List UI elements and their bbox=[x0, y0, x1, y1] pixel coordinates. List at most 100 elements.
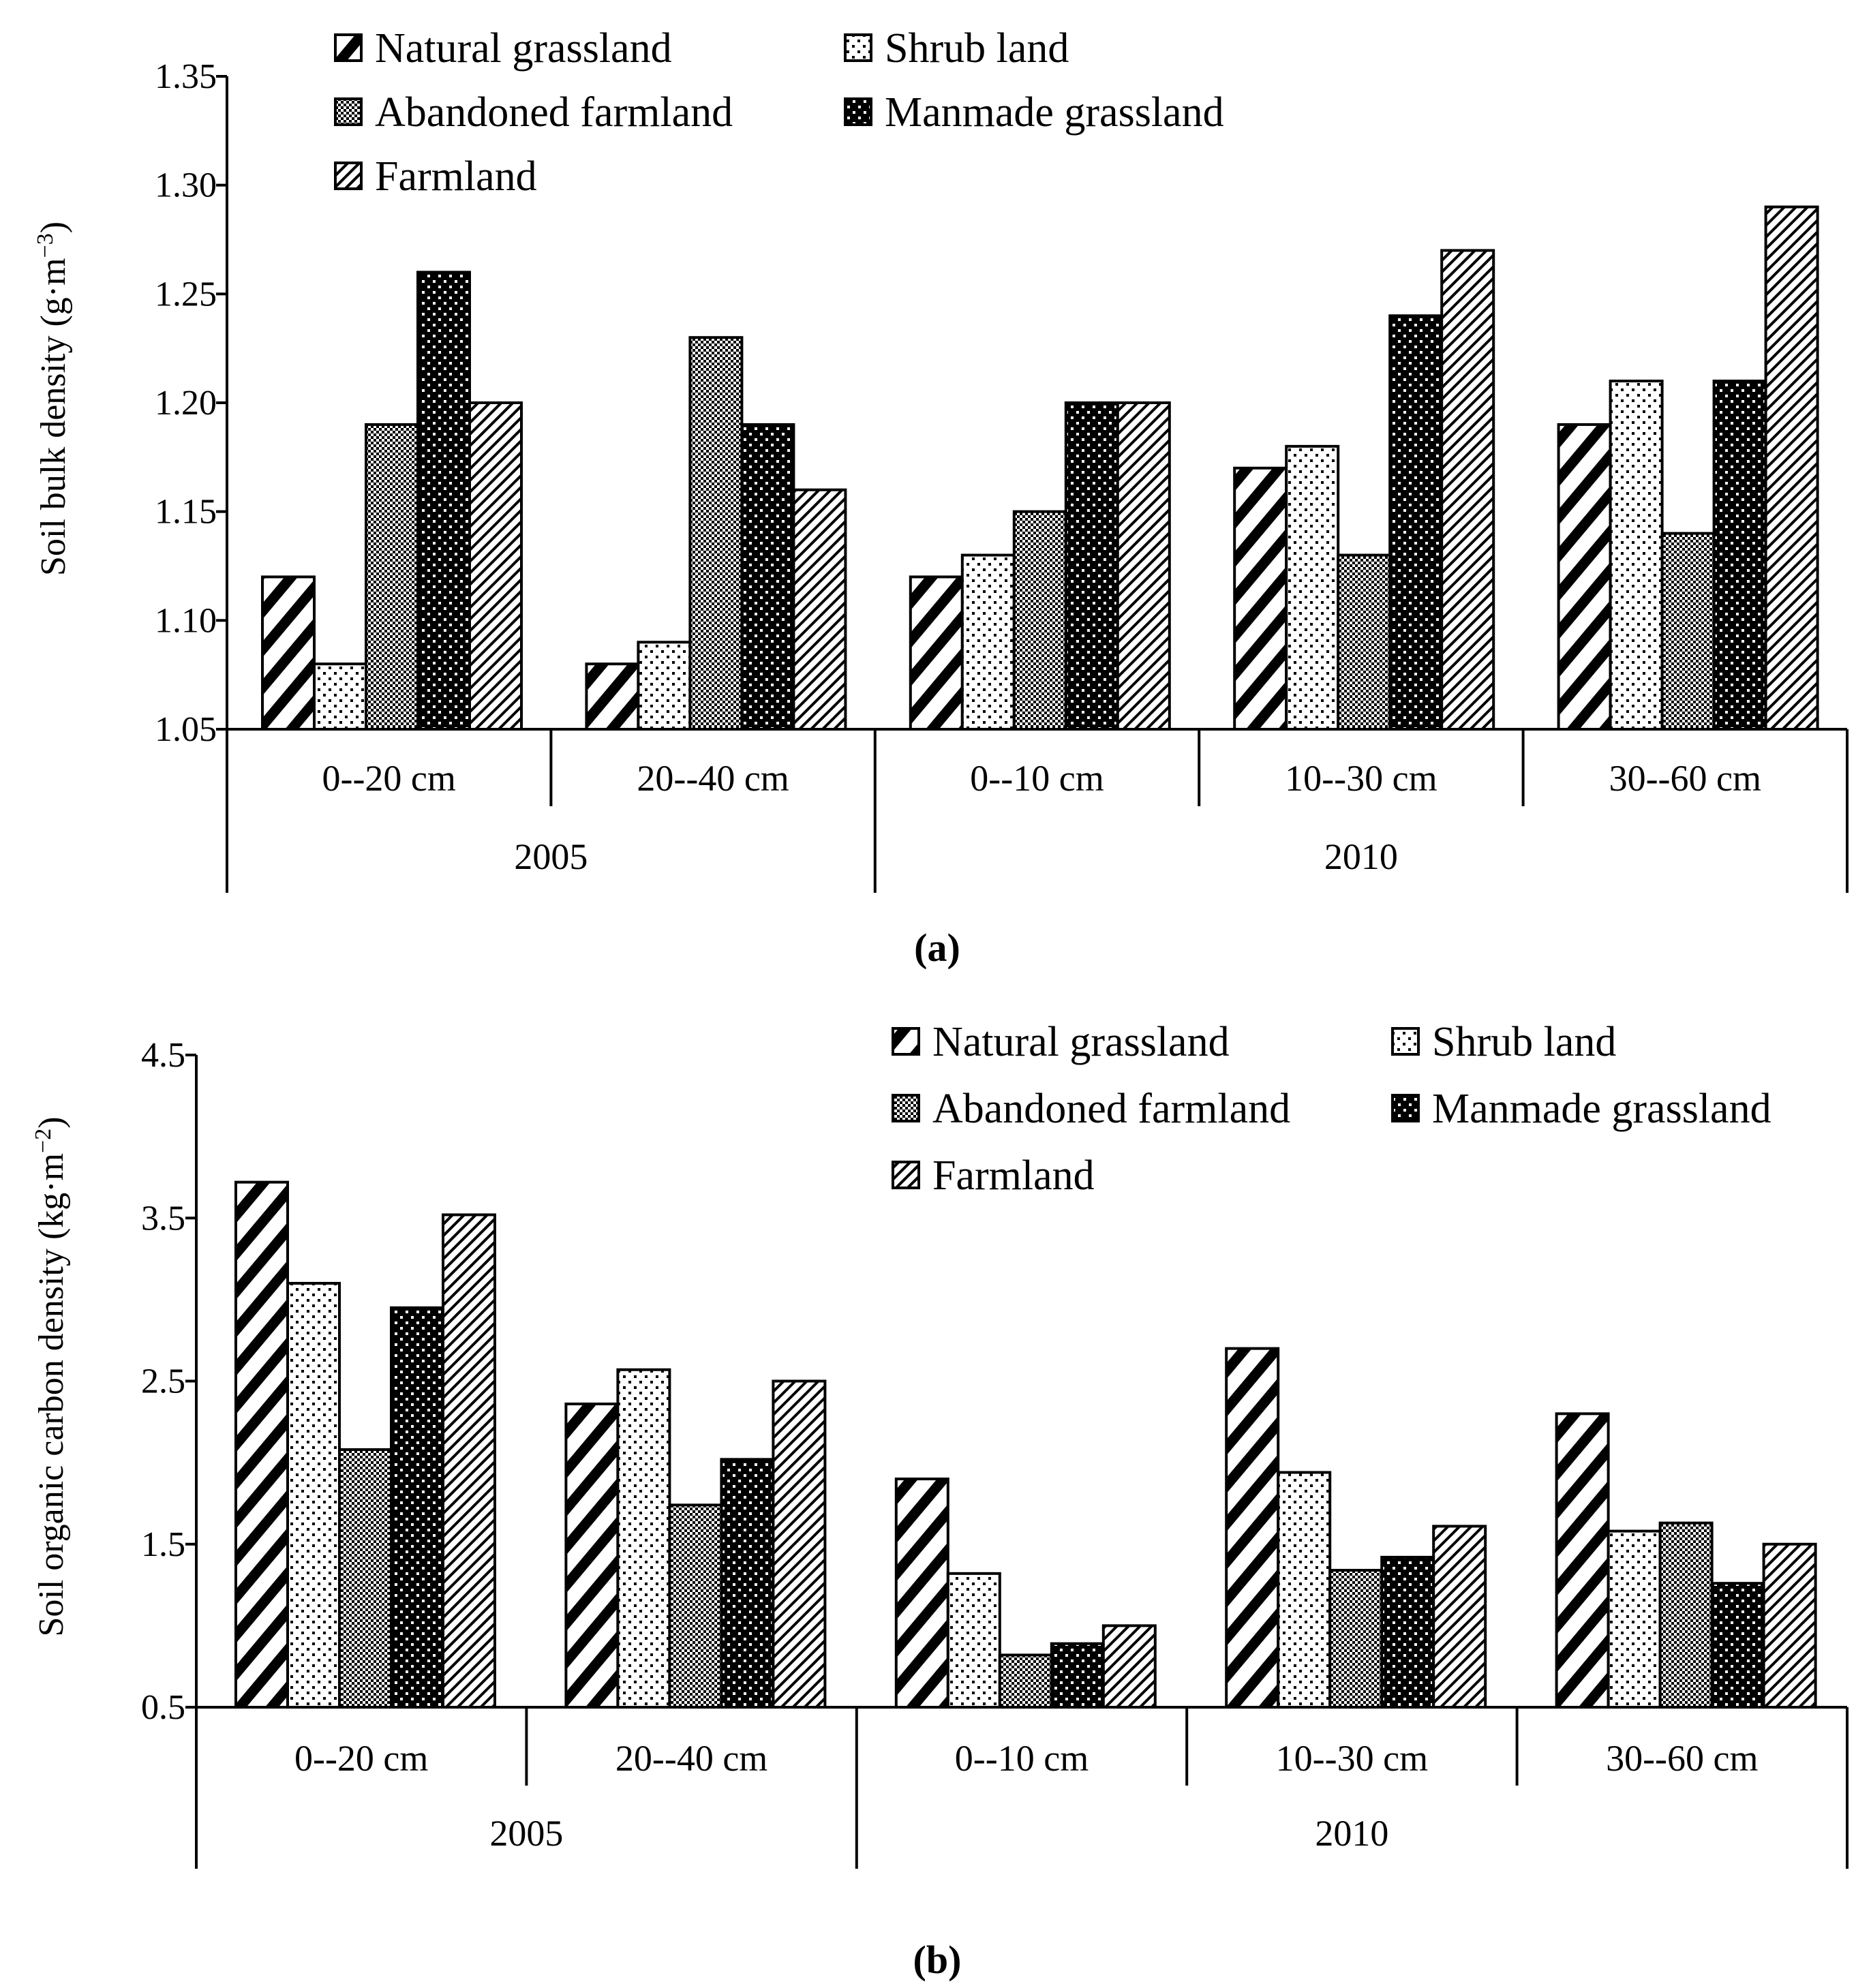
legend-swatch bbox=[1391, 1094, 1420, 1122]
bar-manmade-grassland-0-10-cm bbox=[1050, 1642, 1105, 1709]
panel-label-a: (a) bbox=[914, 926, 960, 970]
bar-manmade-grassland-30-60-cm bbox=[1710, 1582, 1765, 1709]
group-label: 2010 bbox=[1324, 836, 1398, 877]
category-label: 10--30 cm bbox=[1285, 758, 1437, 799]
bar-abandoned-farmland-20-40-cm bbox=[688, 336, 744, 731]
bar-abandoned-farmland-10-30-cm bbox=[1337, 553, 1392, 731]
y-tick-label: 1.10 bbox=[155, 601, 217, 640]
legend-label: Shrub land bbox=[1432, 1019, 1616, 1065]
category-label: 0--10 cm bbox=[970, 758, 1104, 799]
legend-swatch bbox=[334, 162, 363, 190]
bar-abandoned-farmland-30-60-cm bbox=[1660, 532, 1716, 731]
y-tick-label: 1.25 bbox=[155, 275, 217, 314]
category-label: 30--60 cm bbox=[1609, 758, 1761, 799]
bar-farmland-30-60-cm bbox=[1762, 1542, 1817, 1709]
bar-shrub-land-30-60-cm bbox=[1607, 1529, 1662, 1709]
group-label: 2005 bbox=[514, 836, 588, 877]
bar-farmland-0-20-cm bbox=[468, 401, 523, 731]
legend-swatch bbox=[892, 1161, 920, 1189]
bar-manmade-grassland-20-40-cm bbox=[720, 1458, 775, 1709]
y-axis-label: Soil organic carbon density (kg·m−2) bbox=[31, 1116, 72, 1636]
bar-manmade-grassland-0-20-cm bbox=[390, 1306, 444, 1709]
bar-shrub-land-0-10-cm bbox=[946, 1572, 1001, 1709]
category-label: 0--10 cm bbox=[955, 1738, 1089, 1779]
y-axis-label-exponent: −2 bbox=[31, 1129, 56, 1153]
group-label: 2005 bbox=[489, 1813, 563, 1854]
bar-natural-grassland-20-40-cm bbox=[585, 662, 640, 731]
bar-manmade-grassland-10-30-cm bbox=[1380, 1555, 1435, 1709]
bar-manmade-grassland-30-60-cm bbox=[1712, 380, 1767, 731]
y-tick-label: 4.5 bbox=[141, 1036, 185, 1075]
y-axis-label-text: Soil bulk density (g·m bbox=[34, 258, 73, 576]
bar-natural-grassland-10-30-cm bbox=[1233, 466, 1288, 731]
category-label: 0--20 cm bbox=[322, 758, 455, 799]
y-tick-label: 2.5 bbox=[141, 1362, 185, 1401]
bar-shrub-land-20-40-cm bbox=[637, 641, 692, 731]
bar-manmade-grassland-0-20-cm bbox=[416, 271, 471, 731]
legend-label: Natural grassland bbox=[375, 25, 672, 72]
bar-farmland-20-40-cm bbox=[772, 1379, 827, 1709]
bar-natural-grassland-0-20-cm bbox=[234, 1180, 289, 1709]
bar-farmland-0-10-cm bbox=[1101, 1624, 1157, 1709]
legend-swatch bbox=[892, 1094, 920, 1122]
group-label: 2010 bbox=[1315, 1813, 1388, 1854]
bar-shrub-land-0-10-cm bbox=[960, 553, 1016, 731]
bar-manmade-grassland-20-40-cm bbox=[740, 423, 795, 731]
bar-shrub-land-0-20-cm bbox=[286, 1281, 341, 1709]
legend-swatch bbox=[1391, 1027, 1420, 1056]
category-label: 30--60 cm bbox=[1606, 1738, 1758, 1779]
y-tick-label: 1.35 bbox=[155, 57, 217, 96]
category-label: 0--20 cm bbox=[294, 1738, 428, 1779]
y-tick-label: 1.30 bbox=[155, 166, 217, 205]
legend-label: Farmland bbox=[932, 1152, 1095, 1199]
y-axis-label-close: ) bbox=[34, 221, 73, 233]
bar-abandoned-farmland-0-10-cm bbox=[1012, 510, 1067, 731]
bar-natural-grassland-0-10-cm bbox=[894, 1478, 949, 1709]
bar-farmland-30-60-cm bbox=[1764, 205, 1819, 731]
bar-farmland-0-10-cm bbox=[1116, 401, 1171, 731]
y-tick-label: 1.05 bbox=[155, 710, 217, 749]
legend-swatch bbox=[844, 33, 872, 62]
category-label: 20--40 cm bbox=[637, 758, 789, 799]
legend-label: Manmade grassland bbox=[1432, 1086, 1771, 1132]
bar-natural-grassland-0-20-cm bbox=[261, 575, 316, 731]
bar-shrub-land-30-60-cm bbox=[1609, 380, 1664, 731]
y-axis-label: Soil bulk density (g·m−3) bbox=[33, 221, 74, 576]
bar-farmland-10-30-cm bbox=[1432, 1525, 1487, 1709]
bar-natural-grassland-10-30-cm bbox=[1225, 1347, 1280, 1709]
bar-manmade-grassland-10-30-cm bbox=[1388, 314, 1444, 731]
y-axis-label-exponent: −3 bbox=[33, 233, 58, 258]
legend-label: Abandoned farmland bbox=[932, 1086, 1290, 1132]
bar-manmade-grassland-0-10-cm bbox=[1064, 401, 1119, 731]
legend-swatch bbox=[844, 97, 872, 126]
chart-panel-a: 1.05 1.10 1.15 1.20 1.25 1.30 1.35 Soil bulk de… bbox=[33, 25, 1849, 893]
y-tick-label: 1.20 bbox=[155, 384, 217, 423]
bar-farmland-0-20-cm bbox=[442, 1213, 496, 1709]
legend-label: Farmland bbox=[375, 153, 537, 200]
bar-abandoned-farmland-0-20-cm bbox=[365, 423, 419, 731]
bar-abandoned-farmland-20-40-cm bbox=[668, 1503, 723, 1709]
bar-farmland-10-30-cm bbox=[1440, 249, 1495, 731]
legend-label: Shrub land bbox=[885, 25, 1069, 72]
bar-abandoned-farmland-0-20-cm bbox=[338, 1448, 393, 1709]
bar-abandoned-farmland-30-60-cm bbox=[1658, 1521, 1714, 1709]
y-axis-label-close: ) bbox=[32, 1116, 71, 1128]
legend-swatch bbox=[334, 33, 363, 62]
legend-swatch bbox=[334, 97, 363, 126]
category-label: 20--40 cm bbox=[615, 1738, 767, 1779]
bar-shrub-land-10-30-cm bbox=[1277, 1471, 1332, 1709]
y-tick-label: 1.15 bbox=[155, 493, 217, 532]
bar-shrub-land-0-20-cm bbox=[313, 662, 367, 731]
y-tick-label: 1.5 bbox=[141, 1525, 185, 1564]
panel-label-b: (b) bbox=[913, 1938, 962, 1982]
bar-shrub-land-20-40-cm bbox=[616, 1368, 671, 1709]
legend-swatch bbox=[892, 1027, 920, 1056]
legend-label: Abandoned farmland bbox=[375, 89, 733, 136]
legend-label: Natural grassland bbox=[932, 1019, 1230, 1065]
bar-natural-grassland-30-60-cm bbox=[1557, 423, 1612, 731]
y-tick-label: 0.5 bbox=[141, 1688, 185, 1727]
y-axis-label-text: Soil organic carbon density (kg·m bbox=[32, 1153, 71, 1637]
legend-label: Manmade grassland bbox=[885, 89, 1224, 136]
bar-shrub-land-10-30-cm bbox=[1285, 444, 1340, 731]
